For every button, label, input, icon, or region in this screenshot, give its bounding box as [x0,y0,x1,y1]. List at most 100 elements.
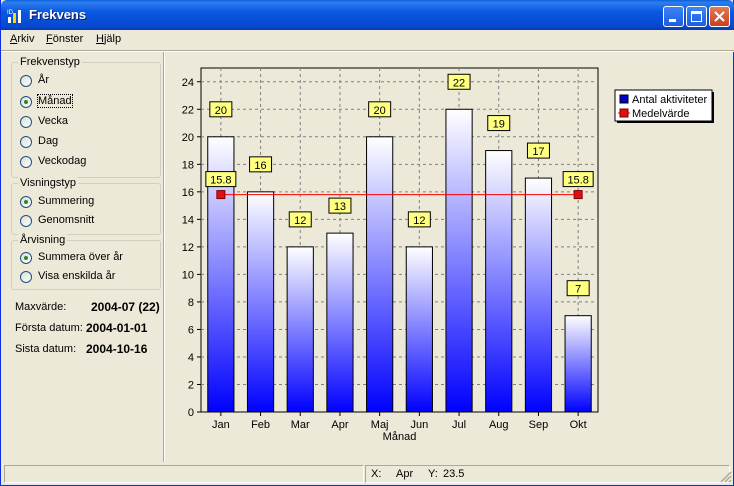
data-label: 16 [254,160,266,172]
app-icon: ID [7,10,21,23]
data-label: 7 [575,284,581,296]
y-tick-label: 20 [182,132,194,144]
sista-datum-value: 2004-10-16 [86,342,148,356]
bar[interactable] [246,191,275,413]
radio-genomsnitt-circle[interactable] [20,215,32,227]
radio-dag-label: Dag [38,135,59,147]
bar[interactable] [326,232,354,413]
menu-arkiv[interactable]: Arkiv [10,33,34,45]
mean-label-box [205,171,237,188]
radio-summera-over-ar-circle[interactable] [20,252,32,264]
radio-visa-enskilda-ar-circle[interactable] [20,271,32,283]
y-tick-label: 4 [188,352,194,364]
bar[interactable] [366,136,394,413]
chart-area[interactable]: 0 2 4 6 8 10 12 14 16 18 20 22 24 Jan Feb Mar Apr Maj Jun J… [167,52,733,462]
data-label-box [526,142,550,159]
bar[interactable] [524,177,553,413]
status-pane-main [4,465,364,483]
menu-hjalp[interactable]: Hjälp [96,33,121,45]
sista-datum-row: Sista datum: 2004-10-16 [15,342,147,356]
y-tick-label: 14 [182,214,194,226]
menu-fonster-accel: F [46,33,53,45]
y-tick-label: 10 [182,269,194,281]
bar[interactable] [445,108,473,413]
status-y-value: 23.5 [443,468,465,480]
arvisning-title: Årvisning [18,234,68,246]
mean-marker [216,190,226,200]
data-label-box [328,197,352,214]
x-tick-label: Apr [331,419,348,431]
arvisning-group: Årvisning Summera över år Visa enskilda … [11,234,161,290]
legend [614,89,713,122]
radio-selected-dot [24,256,28,260]
visningstyp-title: Visningstyp [18,177,79,189]
radio-dag-circle[interactable] [20,136,32,148]
forsta-datum-value: 2004-01-01 [86,321,148,335]
bar[interactable] [405,246,433,413]
radio-veckodag-label: Veckodag [38,155,87,167]
menu-fonster-label: önster [52,33,84,45]
x-tick-label: Jun [410,419,428,431]
data-label: 20 [215,105,227,117]
radio-summera-over-ar-label: Summera över år [38,251,123,263]
data-label-box [288,211,312,228]
close-icon [714,11,725,22]
x-tick-label: Okt [570,419,587,431]
radio-selected-dot [24,100,28,104]
mean-marker [573,190,583,200]
minimize-icon [669,19,676,22]
status-x-label: X: [371,468,382,480]
radio-manad-circle[interactable] [20,96,32,108]
data-label: 22 [453,77,465,89]
menu-bar: Arkiv Fönster Hjälp [1,30,734,50]
mean-label: 15.8 [210,175,231,187]
x-tick-label: Mar [291,419,310,431]
status-y-label: Y: [428,468,438,480]
y-tick-label: 16 [182,187,194,199]
menu-hjalp-accel: H [96,33,104,45]
svg-text:ID: ID [7,10,14,16]
radio-summering-circle[interactable] [20,196,32,208]
bar[interactable] [485,150,513,413]
data-label-box [407,211,431,228]
status-x-value: Apr [396,468,414,480]
frekvenstyp-title: Frekvenstyp [18,56,82,68]
maxvarde-value: 2004-07 (22) [91,300,160,314]
panel-divider [163,52,165,462]
close-button[interactable] [709,6,730,27]
y-tick-label: 2 [188,379,194,391]
radio-summering-label: Summering [38,195,95,207]
data-label: 12 [413,215,425,227]
forsta-datum-label: Första datum: [15,322,83,334]
radio-manad-label: Månad [37,94,73,108]
data-label-box [209,101,233,118]
bar[interactable] [286,246,314,413]
legend-label-bars: Antal aktiviteter [632,94,708,106]
maxvarde-row: Maxvärde: 2004-07 (22) [15,300,160,314]
y-tick-label: 0 [188,407,194,419]
menu-arkiv-accel: A [10,33,18,45]
maximize-button[interactable] [686,6,707,27]
options-panel: Frekvenstyp År Månad Vecka Dag Veckodag [5,52,164,462]
resize-grip-icon[interactable] [720,471,732,483]
legend-swatch-bars [619,94,629,104]
x-tick-label: Maj [371,419,389,431]
mean-label: 15.8 [567,175,588,187]
radio-ar-circle[interactable] [20,75,32,87]
radio-vecka-circle[interactable] [20,116,32,128]
data-label: 13 [334,201,346,213]
radio-ar-label: År [38,74,49,86]
window-title: Frekvens [29,7,87,22]
minimize-button[interactable] [663,6,684,27]
sista-datum-label: Sista datum: [15,343,77,355]
menu-fonster[interactable]: Fönster [46,33,83,45]
radio-veckodag-circle[interactable] [20,156,32,168]
title-bar[interactable]: ID Frekvens [1,0,734,30]
menu-hjalp-label: jälp [103,33,122,45]
bar[interactable] [564,315,592,413]
radio-selected-dot [24,200,28,204]
x-tick-label: Jan [212,419,230,431]
legend-swatch-mean [619,108,629,118]
